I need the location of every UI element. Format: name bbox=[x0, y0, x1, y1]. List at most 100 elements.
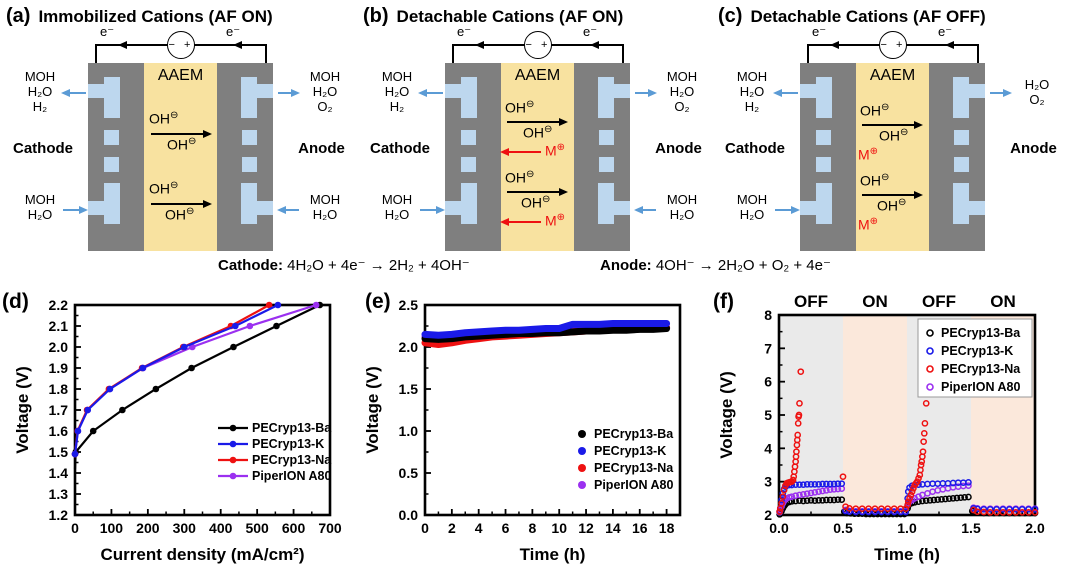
series-point-PECryp13-Ba bbox=[938, 495, 945, 503]
y-tick-label: 2 bbox=[764, 507, 772, 523]
cathode-inlet-label-line-1: H₂O bbox=[739, 207, 765, 222]
panel-f-letter: (f) bbox=[713, 290, 734, 313]
series-point-PiperION A80 bbox=[788, 493, 796, 501]
series-point-PECryp13-Na bbox=[1012, 508, 1020, 516]
series-point-PiperION A80 bbox=[792, 492, 799, 500]
anode-inlet-arrow-line bbox=[643, 209, 656, 211]
series-point-PECryp13-Na bbox=[980, 508, 988, 516]
panel-d-letter: (d) bbox=[2, 290, 29, 313]
anode-inlet-arrow-head bbox=[634, 205, 643, 214]
legend-marker bbox=[578, 481, 586, 489]
series-band-PECryp13-Ba bbox=[421, 325, 671, 343]
electron-label-left: e⁻ bbox=[457, 24, 472, 39]
series-point-PECryp13-Ba bbox=[922, 497, 930, 505]
cathode-equation-body: 4H₂O + 4e⁻ → 2H₂ + 4OH⁻ bbox=[283, 257, 470, 274]
hydroxide-label-0: OH⊖ bbox=[860, 102, 890, 119]
legend-marker bbox=[578, 447, 586, 455]
legend-label: PiperION A80 bbox=[941, 380, 1020, 394]
panel-c-heading: (c) Detachable Cations (AF OFF) bbox=[718, 5, 986, 28]
anode-inlet-label-line-1: H₂O bbox=[669, 207, 695, 222]
cathode-inlet-arrow-head bbox=[436, 205, 445, 214]
anode-inlet-label: MOH H₂O bbox=[655, 192, 709, 222]
x-tick-label: 6 bbox=[502, 520, 510, 536]
cathode-outlet-arrow-head bbox=[773, 88, 782, 97]
anode-outlet-arrow-line bbox=[278, 92, 291, 94]
legend-label: PiperION A80 bbox=[252, 469, 331, 483]
series-point-PECryp13-K bbox=[884, 508, 892, 516]
x-tick-label: 200 bbox=[136, 520, 160, 536]
anode-outlet-label-line-0: H₂O bbox=[1024, 77, 1050, 92]
ion-arrow-6-head bbox=[559, 187, 568, 196]
x-tick-label: 600 bbox=[282, 520, 306, 536]
cation-label-4: M⊕ bbox=[545, 142, 566, 159]
anode-equation-body: 4OH⁻ → 2H₂O + O₂ + 4e⁻ bbox=[651, 257, 831, 274]
series-point-PECryp13-Ba bbox=[803, 497, 811, 505]
series-marker-PECryp13-K bbox=[71, 450, 79, 458]
anode-equation-label: Anode: bbox=[600, 257, 652, 274]
anode-flow-port-5 bbox=[608, 201, 630, 215]
series-point-PECryp13-K bbox=[1031, 505, 1039, 513]
x-tick-label: 400 bbox=[209, 520, 233, 536]
hydroxide-label-7: OH⊖ bbox=[521, 194, 551, 211]
legend-marker bbox=[229, 472, 237, 480]
ion-arrow-4-line bbox=[151, 203, 203, 205]
series-point-PECryp13-Na bbox=[999, 508, 1007, 516]
series-point-PECryp13-K bbox=[852, 508, 860, 516]
y-tick-label: 1.4 bbox=[49, 465, 69, 481]
series-point-PECryp13-K bbox=[980, 505, 988, 513]
ion-arrow-5-head bbox=[914, 190, 923, 199]
series-point-PECryp13-Na bbox=[920, 429, 928, 437]
series-point-PECryp13-K bbox=[1018, 505, 1026, 513]
anode-outlet-label: MOH H₂O O₂ bbox=[655, 69, 709, 114]
series-point-PECryp13-Na bbox=[1025, 508, 1032, 516]
panel-a-letter: (a) bbox=[6, 5, 31, 27]
series-point-PECryp13-K bbox=[902, 508, 910, 516]
series-marker-PiperION A80 bbox=[312, 301, 320, 309]
y-tick-label: 1.9 bbox=[49, 360, 69, 376]
membrane bbox=[856, 63, 929, 251]
series-point-PECryp13-Ba bbox=[811, 497, 819, 505]
series-point-PECryp13-Na bbox=[789, 476, 797, 484]
cathode-flow-port-3 bbox=[461, 157, 476, 172]
series-point-PECryp13-K bbox=[1025, 505, 1032, 513]
anode-outlet-arrow-head bbox=[648, 88, 657, 97]
cathode-label: Cathode bbox=[725, 140, 785, 157]
series-point-PECryp13-Ba bbox=[949, 494, 957, 502]
series-point-PECryp13-K bbox=[815, 480, 823, 488]
y-tick-label: 2.5 bbox=[399, 297, 419, 313]
series-point-PECryp13-K bbox=[834, 480, 842, 488]
anode-flow-port-5 bbox=[251, 201, 273, 215]
series-marker-PECryp13-Na bbox=[265, 301, 273, 309]
series-point-PiperION A80 bbox=[965, 482, 972, 490]
legend-label: PECryp13-Na bbox=[941, 362, 1021, 376]
series-point-PECryp13-K bbox=[1012, 505, 1020, 513]
series-point-PECryp13-Ba bbox=[961, 493, 968, 501]
series-point-PiperION A80 bbox=[815, 488, 823, 496]
cathode-outlet-label-line-0: MOH bbox=[736, 69, 768, 84]
phase-label: OFF bbox=[922, 292, 956, 311]
panel-b-heading: (b) Detachable Cations (AF ON) bbox=[363, 5, 623, 28]
legend-marker bbox=[229, 424, 237, 432]
cathode-outlet-label-line-0: MOH bbox=[381, 69, 413, 84]
electron-label-right: e⁻ bbox=[226, 24, 241, 39]
chart-panel-e: 0 2 4 6 8 10 12 14 16 18 0.0 0.5 1.0 1.5 2.0 2.5 PECryp1… bbox=[357, 288, 712, 588]
series-point-PECryp13-K bbox=[803, 480, 811, 488]
anode-label: Anode bbox=[655, 140, 702, 157]
electron-label-left: e⁻ bbox=[100, 24, 115, 39]
voltage-source: − + bbox=[879, 31, 907, 59]
series-point-PECryp13-Na bbox=[878, 505, 885, 513]
series-point-PECryp13-K bbox=[986, 505, 994, 513]
series-point-PECryp13-Na bbox=[846, 504, 853, 512]
anode-flow-port-1 bbox=[598, 77, 614, 118]
electron-label-right: e⁻ bbox=[938, 24, 953, 39]
series-point-PECryp13-K bbox=[811, 480, 819, 488]
series-point-PECryp13-Na bbox=[795, 411, 803, 419]
cathode-outlet-arrow-line bbox=[427, 92, 443, 94]
hydroxide-label-6: OH⊖ bbox=[877, 197, 907, 214]
hydroxide-label-2: OH⊖ bbox=[879, 127, 909, 144]
x-tick-label: 0.5 bbox=[833, 520, 853, 536]
anode-flow-port-1 bbox=[953, 77, 969, 118]
cathode-outlet-arrow-head bbox=[418, 88, 427, 97]
series-marker-PECryp13-Ba bbox=[188, 364, 195, 372]
series-point-PiperION A80 bbox=[823, 486, 830, 494]
